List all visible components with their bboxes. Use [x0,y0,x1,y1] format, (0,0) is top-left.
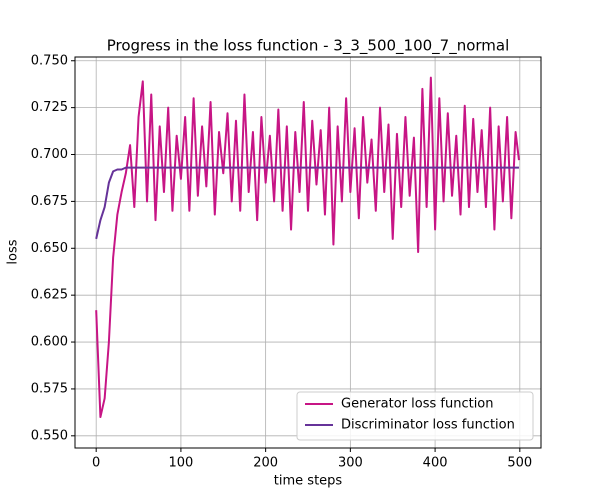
y-tick-label: 0.700 [31,147,68,162]
legend-label: Generator loss function [341,397,494,412]
plot-frame [74,56,542,449]
x-tick-label: 0 [92,456,100,471]
x-tick-label: 200 [253,456,278,471]
y-tick-label: 0.550 [31,428,68,443]
y-tick-label: 0.600 [31,335,68,350]
series-line [95,76,520,419]
x-tick-label: 400 [423,456,448,471]
chart-title: Progress in the loss function - 3_3_500_… [107,37,510,56]
y-tick-label: 0.725 [31,100,68,115]
y-tick-label: 0.750 [31,53,68,68]
legend-label: Discriminator loss function [341,418,515,433]
y-tick-label: 0.625 [31,288,68,303]
y-tick-label: 0.675 [31,194,68,209]
x-tick-label: 300 [338,456,363,471]
y-tick-label: 0.575 [31,381,68,396]
y-axis-label: loss [6,239,21,264]
legend-box [296,391,534,441]
series-line [95,166,519,240]
x-axis-label: time steps [274,474,343,489]
x-tick-label: 500 [507,456,532,471]
y-tick-label: 0.650 [31,241,68,256]
x-tick-label: 100 [168,456,193,471]
